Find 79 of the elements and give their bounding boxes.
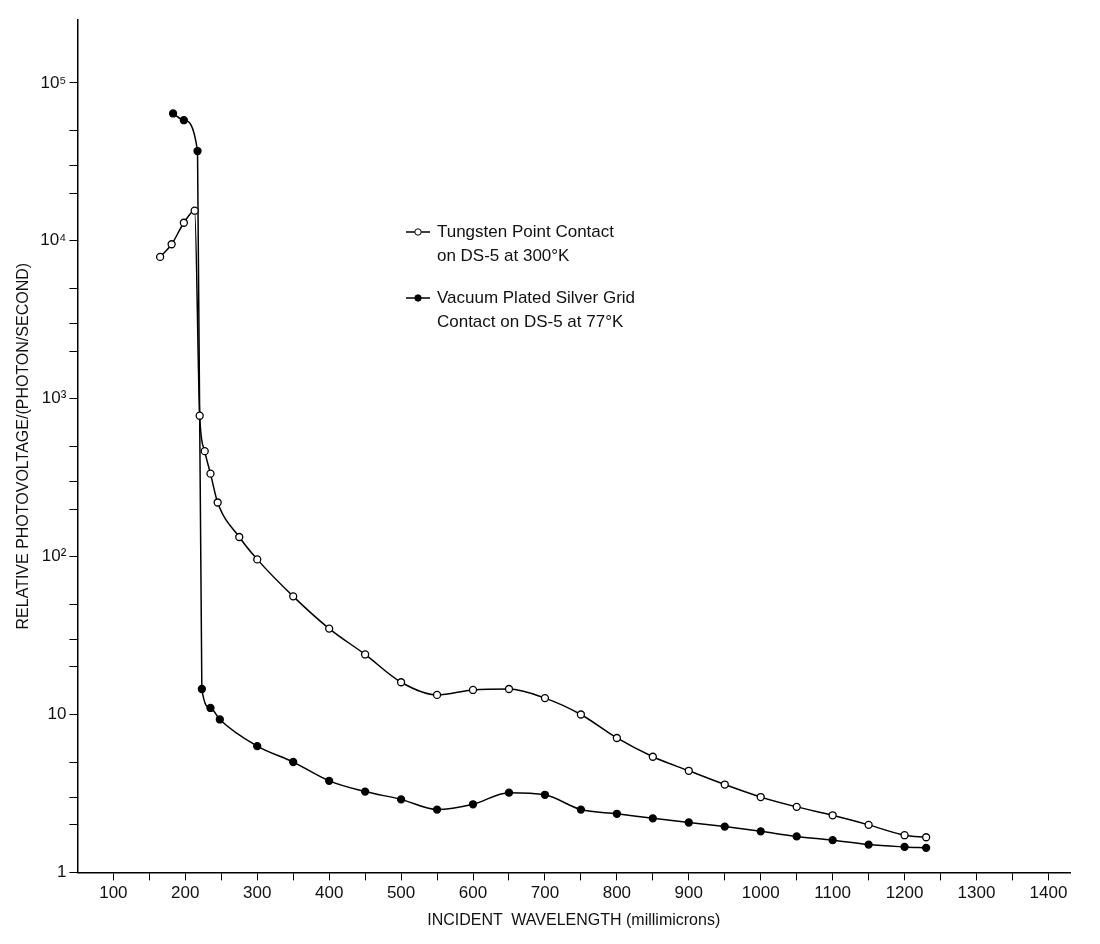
point: [253, 555, 262, 564]
x-tick-label: 800: [602, 883, 632, 903]
x-tick-label: 600: [458, 883, 488, 903]
point: [432, 690, 442, 700]
x-tick-label: 1100: [814, 883, 851, 903]
point: [167, 240, 176, 249]
point: [648, 752, 657, 761]
point: [828, 811, 837, 820]
y-tick-label: 10: [47, 704, 67, 724]
x-tick-label: 900: [674, 883, 703, 903]
x-tick-label: 1200: [885, 883, 924, 903]
point: [922, 833, 931, 842]
point: [360, 650, 370, 659]
point: [215, 715, 224, 724]
y-tick-label: 10²: [41, 546, 67, 566]
x-tick-label: 200: [171, 883, 200, 903]
y-tick-label: 10⁵: [40, 72, 67, 92]
point: [468, 685, 478, 695]
point: [648, 814, 657, 823]
point: [179, 116, 189, 125]
point: [360, 787, 370, 796]
point: [396, 678, 406, 687]
point: [206, 469, 215, 478]
x-axis-title: INCIDENT WAVELENGTH (millimicrons): [427, 910, 721, 928]
legend-label: Tungsten Point Contact on DS-5 at 300°K: [436, 221, 614, 267]
x-tick-label: 300: [243, 883, 272, 903]
point: [289, 592, 298, 601]
point: [200, 447, 209, 456]
x-tick-label: 100: [99, 883, 128, 903]
point: [756, 792, 765, 802]
y-tick-label: 10⁴: [40, 230, 67, 250]
point: [504, 788, 514, 797]
x-tick-label: 1000: [741, 883, 780, 903]
point: [155, 252, 165, 262]
point: [235, 532, 244, 542]
x-tick-label: 1300: [957, 883, 996, 903]
point: [168, 109, 178, 118]
point: [289, 757, 298, 767]
point: [612, 809, 622, 818]
point: [325, 776, 334, 785]
point: [684, 766, 693, 775]
x-tick-label: 1400: [1029, 883, 1068, 903]
point: [922, 843, 931, 853]
x-tick-label: 500: [386, 883, 416, 903]
point: [900, 831, 909, 840]
point: [684, 818, 693, 827]
point: [720, 780, 729, 789]
point: [195, 411, 204, 420]
y-axis-title: RELATIVE PHOTOVOLTAGE/(PHOTON/SECOND): [14, 262, 32, 630]
point: [792, 832, 801, 841]
point: [193, 146, 202, 156]
point: [396, 795, 406, 804]
point: [864, 840, 873, 849]
point: [197, 684, 206, 694]
point: [213, 498, 222, 507]
point: [828, 836, 837, 845]
point: [720, 822, 729, 831]
point: [864, 820, 873, 830]
point: [325, 624, 334, 633]
point: [179, 218, 189, 227]
point: [792, 802, 801, 812]
y-tick-label: 1: [56, 862, 67, 882]
point: [576, 710, 586, 719]
point: [504, 684, 514, 694]
point: [190, 206, 199, 215]
x-tick-label: 700: [530, 883, 560, 903]
point: [612, 733, 622, 743]
y-tick-label: 10³: [41, 388, 67, 408]
legend-label: Vacuum Plated Silver Grid Contact on DS-5 at 77°K: [436, 287, 636, 333]
point: [900, 842, 909, 852]
point: [756, 827, 765, 836]
x-tick-label: 400: [314, 883, 344, 903]
point: [206, 703, 215, 713]
point: [540, 693, 550, 703]
point: [432, 805, 442, 814]
point: [253, 742, 262, 751]
point: [468, 800, 478, 809]
point: [576, 805, 586, 814]
point: [540, 790, 550, 799]
